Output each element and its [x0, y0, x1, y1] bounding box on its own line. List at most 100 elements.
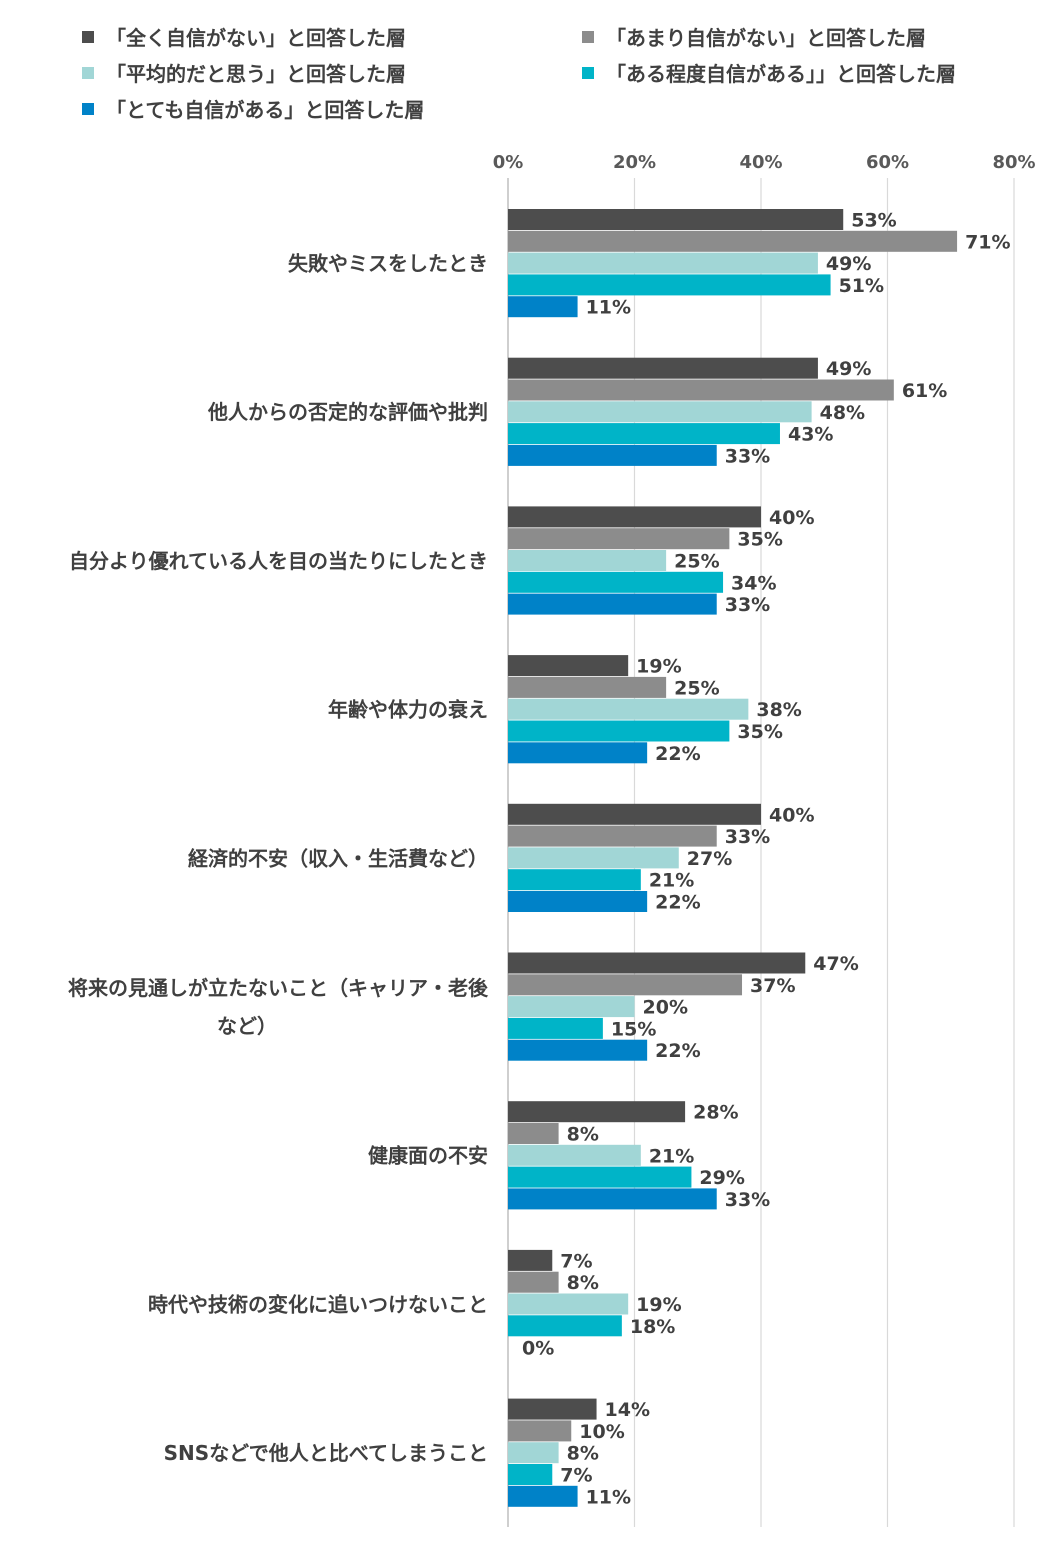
bar — [508, 1485, 578, 1507]
bar — [508, 379, 894, 401]
category-label: 経済的不安（収入・生活費など） — [188, 846, 488, 870]
bar — [508, 1144, 641, 1166]
legend-swatch — [82, 102, 94, 115]
data-label: 71% — [965, 231, 1010, 253]
bar — [508, 1039, 648, 1061]
bar — [508, 252, 818, 274]
bar — [508, 1188, 717, 1210]
data-label: 29% — [699, 1167, 744, 1189]
data-label: 20% — [643, 997, 688, 1019]
bar — [508, 274, 831, 296]
data-label: 14% — [605, 1399, 650, 1421]
bar — [508, 571, 724, 593]
bar — [508, 296, 578, 318]
x-tick-label: 80% — [992, 152, 1035, 173]
bar — [508, 974, 743, 996]
bar — [508, 825, 717, 847]
data-label: 33% — [725, 594, 770, 616]
category-label: 失敗やミスをしたとき — [288, 252, 488, 276]
bar — [508, 869, 641, 891]
x-tick-label: 60% — [866, 152, 909, 173]
data-label: 11% — [586, 1486, 631, 1508]
bar — [508, 847, 679, 869]
data-label: 51% — [839, 275, 884, 297]
legend-label: 「ある程度自信がある」」と回答した層 — [606, 62, 956, 86]
bar — [508, 952, 806, 974]
data-label: 61% — [902, 380, 947, 402]
data-label: 22% — [655, 1040, 700, 1062]
data-label: 33% — [725, 1189, 770, 1211]
bar — [508, 1017, 603, 1039]
data-label: 8% — [567, 1443, 599, 1465]
bar — [508, 996, 635, 1018]
category-label: 他人からの否定的な評価や批判 — [207, 400, 488, 424]
data-label: 21% — [649, 1145, 694, 1167]
bar — [508, 1249, 553, 1271]
bar — [508, 209, 844, 230]
bar — [508, 506, 761, 528]
data-label: 40% — [769, 507, 814, 529]
data-label: 38% — [756, 699, 801, 721]
x-tick-label: 0% — [493, 152, 524, 173]
data-label: 0% — [522, 1338, 554, 1360]
bar — [508, 655, 629, 677]
x-tick-label: 40% — [739, 152, 782, 173]
data-label: 21% — [649, 870, 694, 892]
category-label: など） — [217, 1014, 277, 1038]
bar — [508, 1420, 572, 1442]
data-label: 49% — [826, 358, 871, 380]
data-label: 47% — [813, 953, 858, 975]
legend-label: 「あまり自信がない」と回答した層 — [606, 26, 926, 50]
data-label: 18% — [630, 1316, 675, 1338]
bar — [508, 1166, 692, 1188]
x-tick-label: 20% — [613, 152, 656, 173]
data-label: 22% — [655, 743, 700, 765]
data-label: 10% — [579, 1421, 624, 1443]
bar — [508, 550, 667, 571]
bar — [508, 357, 818, 379]
bar — [508, 1293, 629, 1315]
data-label: 27% — [687, 848, 732, 870]
bar — [508, 1442, 559, 1464]
data-label: 40% — [769, 804, 814, 826]
bar — [508, 593, 717, 615]
legend-swatch — [582, 66, 594, 79]
bar — [508, 1271, 559, 1293]
data-label: 35% — [737, 721, 782, 743]
data-label: 11% — [586, 297, 631, 319]
category-label: 年齢や体力の衰え — [328, 698, 488, 722]
bar — [508, 1315, 622, 1337]
bar — [508, 1101, 686, 1123]
data-label: 33% — [725, 826, 770, 848]
category-label: SNSなどで他人と比べてしまうこと — [164, 1441, 488, 1465]
category-label: 将来の見通しが立たないこと（キャリア・老後 — [68, 976, 489, 1000]
data-label: 34% — [731, 572, 776, 594]
legend-label: 「全く自信がない」と回答した層 — [106, 26, 406, 50]
data-label: 22% — [655, 892, 700, 914]
data-label: 28% — [693, 1102, 738, 1124]
bar — [508, 1398, 597, 1420]
bar — [508, 230, 958, 252]
legend-swatch — [82, 66, 94, 79]
data-label: 7% — [560, 1250, 592, 1272]
bar — [508, 444, 717, 466]
legend-item: 「ある程度自信がある」」と回答した層 — [582, 58, 956, 87]
data-label: 8% — [567, 1272, 599, 1294]
data-label: 37% — [750, 975, 795, 997]
bar — [508, 1123, 559, 1144]
legend-item: 「全く自信がない」と回答した層 — [82, 22, 406, 51]
bar — [508, 720, 730, 742]
bar — [508, 891, 648, 912]
bar — [508, 1464, 553, 1485]
category-label: 時代や技術の変化に追いつけないこと — [148, 1292, 488, 1316]
data-label: 15% — [611, 1018, 656, 1040]
legend-label: 「平均的だと思う」と回答した層 — [106, 62, 406, 86]
legend-swatch — [582, 30, 594, 43]
legend-label: 「とても自信がある」と回答した層 — [106, 98, 425, 122]
data-label: 7% — [560, 1465, 592, 1487]
legend-item: 「あまり自信がない」と回答した層 — [582, 22, 926, 51]
bar — [508, 803, 761, 825]
category-label: 自分より優れている人を目の当たりにしたとき — [69, 549, 488, 573]
data-label: 19% — [636, 656, 681, 678]
